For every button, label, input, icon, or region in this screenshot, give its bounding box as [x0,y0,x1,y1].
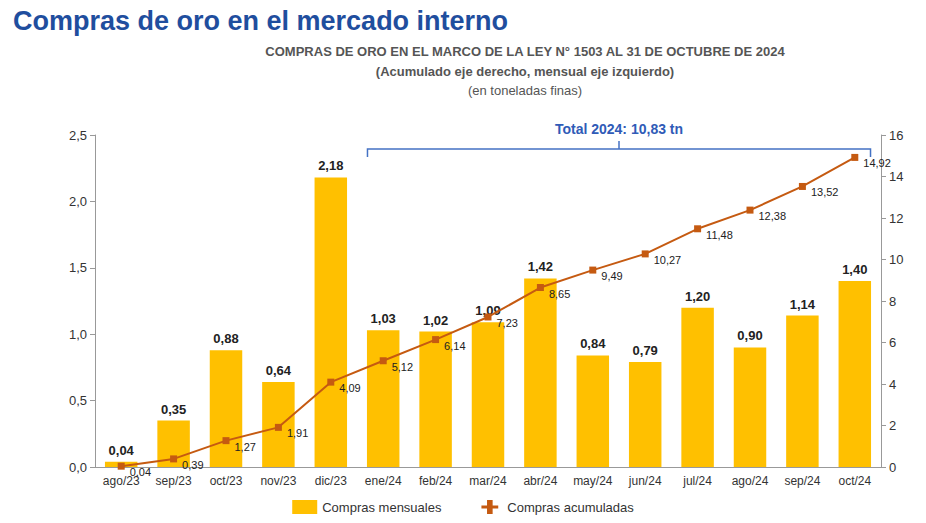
svg-text:16: 16 [889,128,903,143]
svg-text:1,09: 1,09 [475,303,501,319]
svg-text:abr/24: abr/24 [523,474,557,488]
svg-text:5,12: 5,12 [392,361,413,373]
svg-text:1,5: 1,5 [69,260,87,275]
svg-text:9,49: 9,49 [601,270,622,282]
svg-text:1,03: 1,03 [371,311,396,326]
svg-text:1,20: 1,20 [685,289,710,304]
svg-text:feb/24: feb/24 [419,474,453,488]
svg-text:oct/23: oct/23 [210,474,243,488]
svg-text:mar/24: mar/24 [469,474,507,488]
svg-text:1,40: 1,40 [842,262,867,277]
svg-text:4: 4 [889,377,896,392]
svg-text:may/24: may/24 [573,474,613,488]
svg-text:(Acumulado eje derecho, mensua: (Acumulado eje derecho, mensual eje izqu… [376,64,674,79]
svg-text:1,42: 1,42 [528,259,553,274]
svg-text:1,0: 1,0 [69,327,87,342]
svg-text:sep/23: sep/23 [156,474,192,488]
svg-text:0,84: 0,84 [580,336,606,351]
svg-text:2: 2 [889,418,896,433]
svg-text:0,90: 0,90 [737,328,762,343]
svg-text:1,14: 1,14 [790,297,816,312]
svg-text:1,27: 1,27 [235,441,256,453]
svg-text:Compras mensuales: Compras mensuales [322,500,442,515]
svg-text:4,09: 4,09 [339,382,360,394]
svg-text:2,0: 2,0 [69,194,87,209]
svg-text:ene/24: ene/24 [365,474,402,488]
svg-text:10: 10 [889,252,903,267]
svg-text:12: 12 [889,211,903,226]
svg-text:12,38: 12,38 [759,210,787,222]
svg-text:1,02: 1,02 [423,313,448,328]
svg-text:oct/24: oct/24 [838,474,871,488]
svg-text:10,27: 10,27 [654,254,682,266]
svg-text:(en toneladas finas): (en toneladas finas) [468,83,582,98]
svg-text:ago/24: ago/24 [732,474,769,488]
svg-text:0,39: 0,39 [182,459,203,471]
svg-text:Total 2024: 10,83 tn: Total 2024: 10,83 tn [555,121,683,137]
svg-text:0,79: 0,79 [633,343,658,358]
svg-text:8,65: 8,65 [549,288,570,300]
svg-text:Compras acumuladas: Compras acumuladas [507,500,634,515]
svg-text:dic/23: dic/23 [315,474,347,488]
svg-text:0: 0 [889,460,896,475]
svg-text:0,04: 0,04 [130,466,151,478]
svg-text:Compras de oro en el mercado i: Compras de oro en el mercado interno [13,6,508,36]
svg-text:0,64: 0,64 [266,363,292,378]
svg-text:0,35: 0,35 [161,402,186,417]
svg-text:6,14: 6,14 [444,340,465,352]
svg-text:6: 6 [889,335,896,350]
svg-text:sep/24: sep/24 [784,474,820,488]
svg-text:14,92: 14,92 [863,157,891,169]
svg-text:jun/24: jun/24 [628,474,662,488]
svg-text:2,5: 2,5 [69,128,87,143]
svg-text:13,52: 13,52 [811,186,839,198]
svg-text:2,18: 2,18 [318,158,343,173]
svg-text:7,23: 7,23 [497,317,518,329]
svg-text:ago/23: ago/23 [102,474,140,488]
svg-text:1,91: 1,91 [287,427,308,439]
svg-text:0,5: 0,5 [69,393,87,408]
svg-text:0,04: 0,04 [109,443,135,458]
svg-text:11,48: 11,48 [706,229,733,241]
svg-text:14: 14 [889,169,903,184]
svg-text:COMPRAS DE ORO EN EL MARCO DE: COMPRAS DE ORO EN EL MARCO DE LA LEY N° … [265,44,785,59]
svg-text:nov/23: nov/23 [260,474,296,488]
svg-text:8: 8 [889,294,896,309]
svg-text:jul/24: jul/24 [682,474,712,488]
svg-text:0,0: 0,0 [69,460,87,475]
svg-text:0,88: 0,88 [213,331,238,346]
